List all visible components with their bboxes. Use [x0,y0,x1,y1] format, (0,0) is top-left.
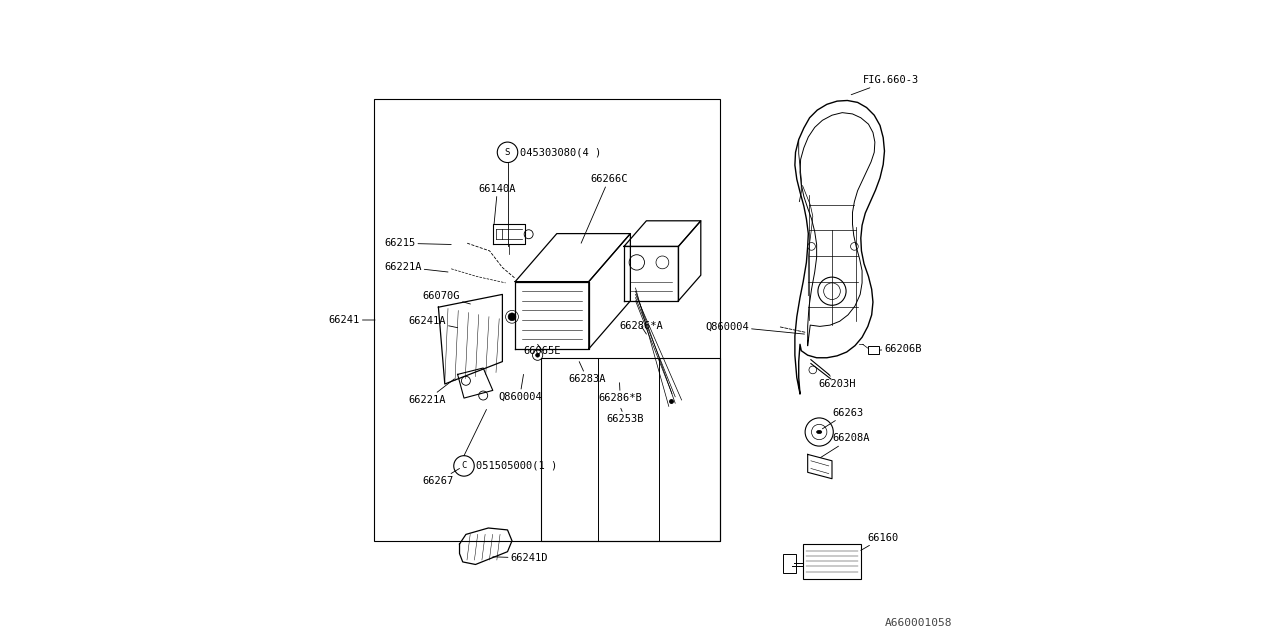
Text: 66241D: 66241D [493,553,548,563]
Text: 66263: 66263 [823,408,863,429]
Text: 66241: 66241 [329,315,375,325]
Text: 66221A: 66221A [384,262,448,272]
Text: A660001058: A660001058 [884,618,952,628]
Text: 045303080(4 ): 045303080(4 ) [520,147,600,157]
Text: 66203H: 66203H [818,374,855,389]
Text: 66215: 66215 [384,238,452,248]
Text: 66206B: 66206B [881,344,922,354]
Text: Q860004: Q860004 [705,321,805,334]
Text: 66070G: 66070G [422,291,471,304]
Text: S: S [504,148,511,157]
Text: 66283A: 66283A [568,362,605,384]
Text: 66160: 66160 [860,532,899,550]
Bar [783,554,796,573]
Text: 66221A: 66221A [408,379,454,405]
Text: 66267: 66267 [422,468,460,486]
Text: 66208A: 66208A [820,433,869,458]
Text: 66253B: 66253B [607,408,644,424]
Circle shape [508,313,516,321]
Bar [804,544,861,579]
Text: 66241A: 66241A [408,316,458,328]
Text: 051505000(1 ): 051505000(1 ) [476,461,557,471]
Bar [374,99,719,541]
Text: 66266C: 66266C [581,174,627,243]
Text: 66286*B: 66286*B [599,383,643,403]
Text: C: C [461,461,467,470]
Bar [868,346,879,354]
Ellipse shape [817,431,822,434]
Text: 66065E: 66065E [524,344,561,356]
Circle shape [536,353,540,357]
Text: 66140A: 66140A [479,184,516,224]
Text: 66286*A: 66286*A [620,321,663,334]
Text: Q860004: Q860004 [498,374,541,402]
Bar [540,358,719,541]
Text: FIG.660-3: FIG.660-3 [851,75,919,95]
